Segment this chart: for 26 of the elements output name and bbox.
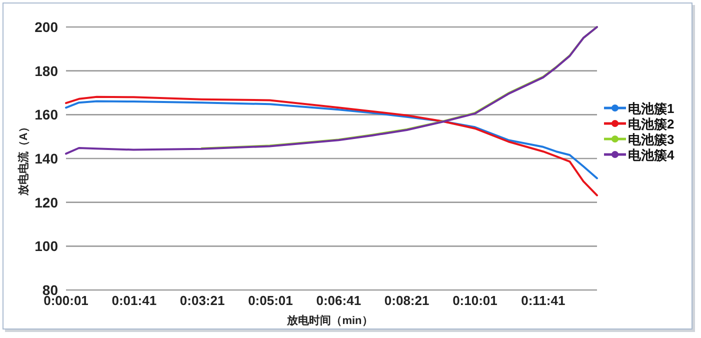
x-tick-label: 0:01:41	[112, 293, 157, 308]
x-tick-label: 0:05:01	[248, 293, 293, 308]
y-tick-label: 180	[34, 62, 58, 79]
legend-label: 电池簇2	[628, 116, 674, 132]
legend-label: 电池簇3	[628, 132, 674, 147]
legend-item: 电池簇1	[604, 101, 674, 116]
y-tick-label: 140	[34, 150, 58, 166]
y-tick-label: 100	[34, 238, 58, 254]
x-tick-label: 0:11:41	[521, 293, 566, 308]
line-series	[65, 26, 598, 155]
x-tick-label: 0:03:21	[180, 293, 225, 308]
line-series	[65, 100, 598, 180]
legend-item: 电池簇2	[604, 116, 674, 132]
y-tick-label: 120	[34, 194, 58, 210]
legend-item: 电池簇3	[604, 132, 674, 147]
x-axis-title: 放电时间（min）	[286, 314, 373, 327]
line-series	[65, 96, 598, 196]
legend-label: 电池簇4	[628, 148, 675, 162]
y-tick-label: 160	[34, 106, 58, 123]
y-tick-label: 200	[34, 19, 58, 35]
y-axis-title: 放电电流（A）	[17, 122, 30, 196]
x-tick-label: 0:08:21	[384, 293, 430, 308]
x-tick-label: 0:10:01	[452, 293, 498, 308]
legend-item: 电池簇4	[604, 148, 674, 162]
legend-label: 电池簇1	[628, 101, 674, 116]
x-tick-label: 0:06:41	[316, 293, 362, 308]
